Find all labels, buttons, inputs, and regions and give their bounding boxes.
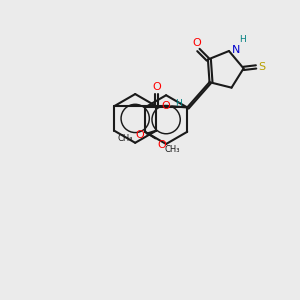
- Text: H: H: [175, 99, 182, 108]
- Text: CH₃: CH₃: [165, 145, 180, 154]
- Text: N: N: [232, 44, 240, 55]
- Text: O: O: [161, 100, 170, 111]
- Text: O: O: [157, 140, 166, 149]
- Text: H: H: [239, 35, 246, 44]
- Text: S: S: [258, 62, 265, 72]
- Text: CH₃: CH₃: [118, 134, 133, 143]
- Text: O: O: [193, 38, 202, 48]
- Text: O: O: [152, 82, 161, 92]
- Text: O: O: [135, 130, 144, 140]
